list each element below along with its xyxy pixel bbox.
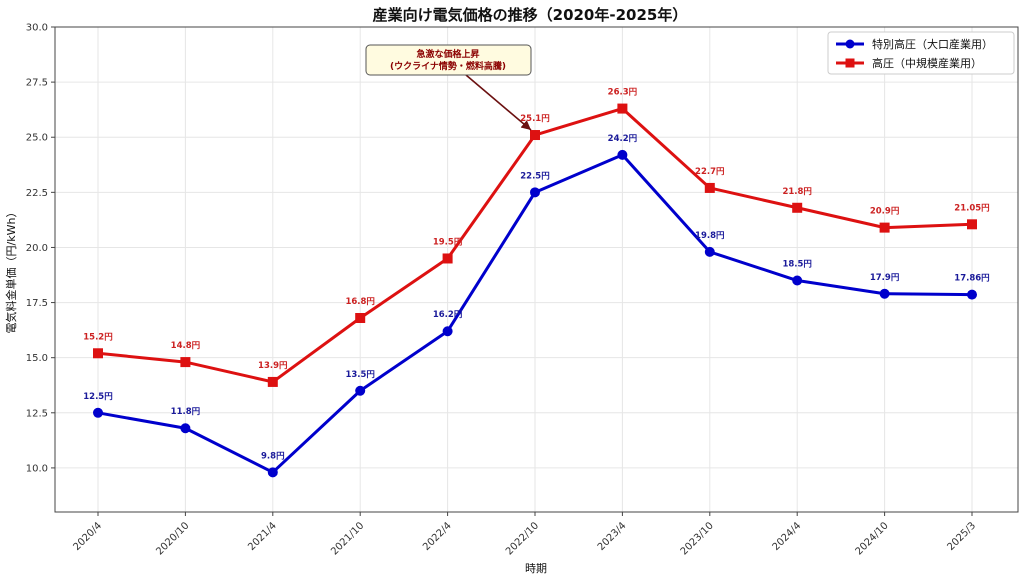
data-label: 14.8円 [171, 341, 200, 351]
data-label: 13.9円 [258, 361, 287, 371]
y-tick-label: 12.5 [26, 408, 48, 419]
y-tick-label: 22.5 [26, 188, 48, 199]
x-tick-label: 2020/4 [71, 520, 104, 553]
y-tick-label: 17.5 [26, 298, 48, 309]
marker-circle [617, 149, 628, 160]
y-tick-label: 25.0 [26, 133, 48, 144]
data-label: 25.1円 [520, 114, 549, 124]
marker-square [355, 313, 366, 323]
legend-box [827, 31, 1015, 75]
legend: 特別高圧（大口産業用） 高圧（中規模産業用） [827, 31, 1015, 75]
data-label: 13.5円 [345, 370, 374, 380]
x-tick-label: 2023/4 [596, 520, 629, 553]
annotation-text: 急激な価格上昇 [416, 48, 479, 60]
data-label: 11.8円 [171, 407, 200, 417]
x-tick-label: 2024/10 [854, 520, 891, 557]
x-tick-label: 2020/10 [154, 520, 191, 557]
x-tick-label: 2021/10 [329, 520, 366, 557]
data-label: 26.3円 [608, 88, 637, 98]
marker-square [442, 253, 453, 264]
annotation-text: (ウクライナ情勢・燃料高騰) [390, 60, 506, 72]
marker-square [530, 130, 540, 141]
legend-label: 特別高圧（大口産業用） [872, 37, 993, 51]
data-label: 17.86円 [954, 274, 989, 284]
series-lines [93, 103, 977, 478]
marker-square [93, 348, 103, 359]
data-label: 16.2円 [433, 310, 462, 320]
marker-circle [879, 288, 890, 299]
data-label: 16.8円 [345, 297, 374, 307]
data-label: 19.8円 [695, 231, 724, 241]
x-tick-label: 2021/4 [246, 520, 279, 553]
annotation-box [365, 44, 532, 76]
marker-square [967, 219, 977, 230]
data-label: 20.9円 [870, 207, 899, 217]
data-label: 17.9円 [870, 273, 899, 283]
data-label: 22.5円 [520, 171, 549, 181]
marker-square [792, 202, 803, 213]
y-tick-label: 30.0 [26, 23, 48, 34]
marker-circle [93, 407, 103, 418]
marker-circle [792, 275, 803, 286]
data-label: 18.5円 [782, 260, 811, 270]
x-tick-label: 2022/10 [504, 520, 541, 557]
annotation-callout: 急激な価格上昇(ウクライナ情勢・燃料高騰) [365, 44, 532, 131]
legend-label: 高圧（中規模産業用） [872, 56, 982, 70]
y-tick-label: 15.0 [26, 353, 48, 364]
y-tick-label: 10.0 [26, 463, 48, 474]
data-label: 21.8円 [782, 187, 811, 197]
x-axis-label: 時期 [525, 562, 547, 575]
data-label: 9.8円 [261, 451, 285, 461]
data-label: 21.05円 [954, 203, 989, 213]
marker-square [704, 182, 715, 193]
marker-circle [530, 187, 540, 198]
marker-circle [442, 326, 453, 337]
legend-marker-square [845, 58, 855, 68]
marker-circle [704, 246, 715, 257]
data-label: 15.2円 [83, 332, 112, 342]
grid-lines [55, 26, 1018, 512]
x-tick-label: 2025/3 [945, 520, 978, 553]
data-label: 22.7円 [695, 167, 724, 177]
y-tick-label: 20.0 [26, 243, 48, 254]
legend-marker-circle [845, 39, 855, 49]
y-axis-ticks: 10.0 12.5 15.0 17.5 20.0 22.5 25.0 27.5 30.0 [26, 23, 55, 474]
marker-circle [267, 467, 278, 478]
annotation-arrow [465, 74, 532, 131]
x-tick-label: 2023/10 [679, 520, 716, 557]
x-tick-label: 2024/4 [771, 520, 804, 553]
marker-circle [967, 289, 977, 300]
marker-circle [180, 423, 191, 434]
marker-circle [355, 385, 366, 396]
y-tick-label: 27.5 [26, 78, 48, 89]
plot-frame [54, 26, 1019, 513]
x-axis-ticks: 2020/4 2020/10 2021/4 2021/10 2022/4 2022/10 2… [71, 512, 978, 557]
y-axis-label: 電気料金単価（円/kWh） [4, 207, 18, 334]
data-label: 19.5円 [433, 237, 462, 247]
marker-square [180, 357, 191, 368]
data-label: 24.2円 [608, 134, 637, 144]
chart-title: 産業向け電気価格の推移（2020年-2025年） [373, 6, 688, 24]
marker-square [617, 103, 628, 114]
x-tick-label: 2022/4 [421, 520, 454, 553]
marker-square [267, 376, 278, 387]
data-labels: 12.5円 11.8円 9.8円 13.5円 16.2円 22.5円 24.2円 19.8円 1… [83, 88, 989, 462]
marker-square [879, 222, 890, 233]
data-label: 12.5円 [83, 392, 112, 402]
